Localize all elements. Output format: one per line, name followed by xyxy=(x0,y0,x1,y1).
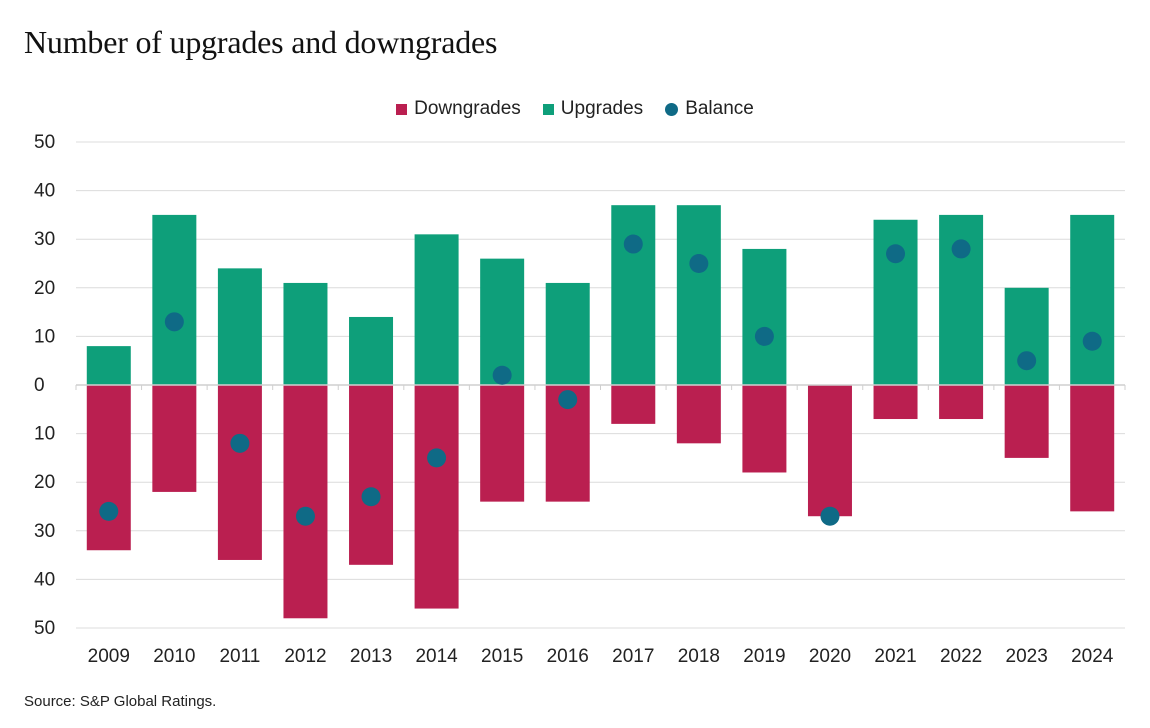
chart-legend: Downgrades Upgrades Balance xyxy=(0,98,1150,120)
y-tick-label: 0 xyxy=(34,375,45,396)
bar-upgrades xyxy=(611,205,656,385)
x-tick-label: 2018 xyxy=(678,646,720,667)
x-tick-label: 2010 xyxy=(153,646,195,667)
x-tick-label: 2012 xyxy=(284,646,326,667)
legend-swatch-balance xyxy=(665,102,679,116)
legend-item-upgrades: Upgrades xyxy=(542,98,644,120)
balance-point xyxy=(951,239,971,259)
legend-swatch-upgrades xyxy=(542,103,554,115)
bar-downgrades xyxy=(742,385,787,473)
bar-downgrades xyxy=(152,385,197,492)
y-tick-label: 20 xyxy=(34,472,55,493)
bar-downgrades xyxy=(939,385,984,420)
bar-downgrades xyxy=(414,385,459,609)
legend-item-downgrades: Downgrades xyxy=(396,98,521,120)
x-tick-label: 2017 xyxy=(612,646,654,667)
x-tick-label: 2021 xyxy=(874,646,916,667)
bar-upgrades xyxy=(742,248,787,385)
y-tick-label: 10 xyxy=(34,424,55,445)
bar-downgrades xyxy=(349,385,394,565)
y-tick-label: 30 xyxy=(34,229,55,250)
legend-swatch-downgrades xyxy=(396,103,408,115)
x-tick-label: 2019 xyxy=(743,646,785,667)
chart-title: Number of upgrades and downgrades xyxy=(24,24,498,60)
y-tick-label: 20 xyxy=(34,278,55,299)
x-tick-label: 2020 xyxy=(809,646,851,667)
bar-downgrades xyxy=(86,385,131,551)
x-tick-label: 2013 xyxy=(350,646,392,667)
bar-upgrades xyxy=(217,268,262,385)
balance-point xyxy=(1017,351,1037,371)
bar-upgrades xyxy=(283,282,328,385)
bar-downgrades xyxy=(217,385,262,560)
y-tick-label: 10 xyxy=(34,326,55,347)
balance-point xyxy=(164,312,184,332)
bar-downgrades xyxy=(676,385,721,444)
x-tick-label: 2014 xyxy=(415,646,458,667)
y-tick-label: 50 xyxy=(34,132,55,153)
y-tick-label: 40 xyxy=(34,569,55,590)
balance-point xyxy=(623,234,643,254)
x-tick-label: 2016 xyxy=(547,646,589,667)
balance-point xyxy=(1082,331,1102,351)
balance-point xyxy=(886,244,906,264)
x-tick-label: 2024 xyxy=(1071,646,1114,667)
bar-upgrades xyxy=(349,316,394,385)
x-tick-label: 2015 xyxy=(481,646,523,667)
x-tick-label: 2023 xyxy=(1006,646,1048,667)
bar-upgrades xyxy=(480,258,525,385)
balance-point xyxy=(689,254,709,273)
bar-downgrades xyxy=(807,385,852,517)
bar-downgrades xyxy=(283,385,328,619)
x-tick-label: 2022 xyxy=(940,646,982,667)
bar-upgrades xyxy=(1004,287,1049,385)
bar-downgrades xyxy=(611,385,656,424)
bar-upgrades xyxy=(414,234,459,385)
balance-point xyxy=(230,433,250,453)
x-tick-label: 2011 xyxy=(219,646,260,667)
source-note: Source: S&P Global Ratings. xyxy=(24,693,217,710)
bar-upgrades xyxy=(676,205,721,385)
balance-point xyxy=(492,365,512,385)
balance-point xyxy=(820,506,840,526)
bar-upgrades xyxy=(1070,214,1115,385)
bar-upgrades xyxy=(545,282,590,385)
bar-downgrades xyxy=(1070,385,1115,512)
balance-point xyxy=(754,326,774,346)
legend-item-balance: Balance xyxy=(665,98,754,120)
legend-label-balance: Balance xyxy=(685,98,754,119)
balance-point xyxy=(361,487,381,507)
x-tick-label: 2009 xyxy=(88,646,130,667)
bar-upgrades xyxy=(152,214,197,385)
legend-label-downgrades: Downgrades xyxy=(414,98,521,119)
bar-downgrades xyxy=(1004,385,1049,458)
legend-label-upgrades: Upgrades xyxy=(560,98,644,119)
bar-downgrades xyxy=(480,385,525,502)
y-tick-label: 50 xyxy=(34,618,55,639)
bar-downgrades xyxy=(873,385,918,420)
balance-point xyxy=(427,448,447,468)
balance-point xyxy=(558,390,578,410)
y-tick-label: 30 xyxy=(34,521,55,542)
balance-point xyxy=(295,506,315,526)
bar-upgrades xyxy=(86,346,131,385)
y-tick-label: 40 xyxy=(34,181,55,202)
balance-point xyxy=(99,501,119,521)
